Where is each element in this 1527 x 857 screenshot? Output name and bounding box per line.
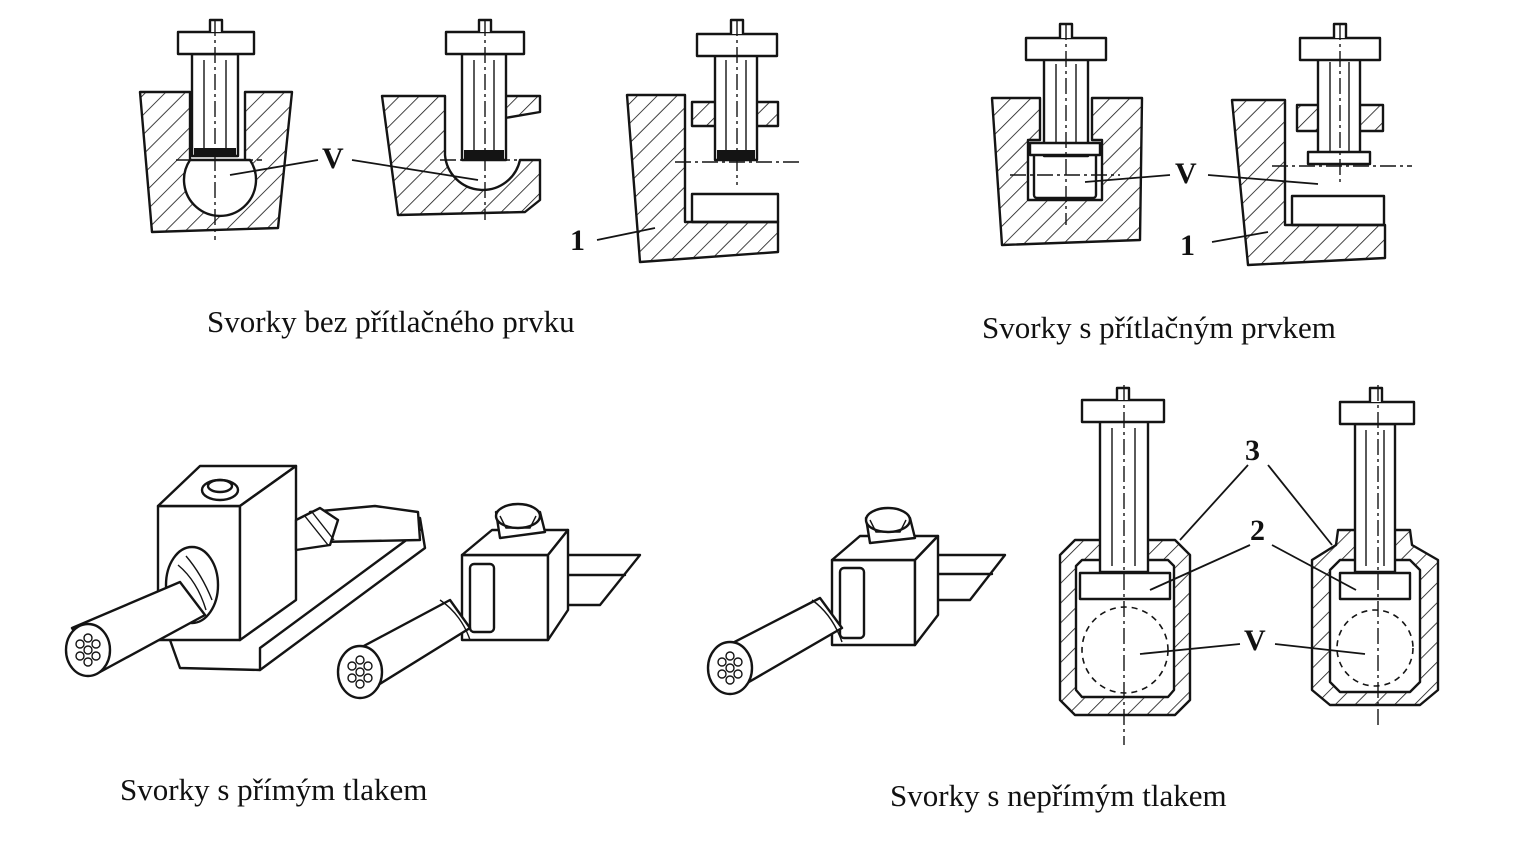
clamp-block-on-plate — [64, 464, 427, 678]
group-direct-pressure: Svorky s přímým tlakem — [64, 464, 642, 807]
label-v-top-left: V — [322, 142, 344, 175]
clamp-round-hole — [138, 18, 294, 240]
caption-direct-pressure: Svorky s přímým tlakem — [120, 772, 427, 807]
clamp-sleeve-with-lug — [336, 502, 642, 700]
clamp-sleeve-small — [706, 506, 1007, 696]
label-1-top-right: 1 — [1180, 229, 1195, 262]
wire-strands-right — [717, 651, 743, 685]
group-indirect-pressure: 3 2 V Svorky s nepřímým tlakem — [706, 385, 1440, 813]
label-2: 2 — [1250, 514, 1265, 547]
clamp-u-frame — [625, 18, 800, 264]
caption-indirect-pressure: Svorky s nepřímým tlakem — [890, 778, 1227, 813]
label-3: 3 — [1245, 434, 1260, 467]
wire-strands-left — [75, 633, 101, 667]
caption-without-pressure-element: Svorky bez přítlačného prvku — [207, 304, 575, 339]
label-1-top-left: 1 — [570, 224, 585, 257]
label-v-bottom: V — [1244, 624, 1266, 657]
group-with-pressure-element: V 1 Svorky s přítlačným prvkem — [982, 22, 1412, 345]
clamp-block-with-pad — [990, 22, 1144, 247]
clamp-sleeve-section-right — [1310, 385, 1440, 725]
group-without-pressure-element: V 1 Svorky bez přítlačného prvku — [138, 18, 800, 339]
label-v-top-right: V — [1175, 157, 1197, 190]
clamp-sleeve-section-left — [1058, 385, 1192, 745]
clamp-open-slot — [380, 18, 542, 220]
caption-with-pressure-element: Svorky s přítlačným prvkem — [982, 310, 1336, 345]
wire-strands-middle — [347, 655, 373, 689]
clamp-u-frame-with-pad — [1230, 22, 1412, 267]
